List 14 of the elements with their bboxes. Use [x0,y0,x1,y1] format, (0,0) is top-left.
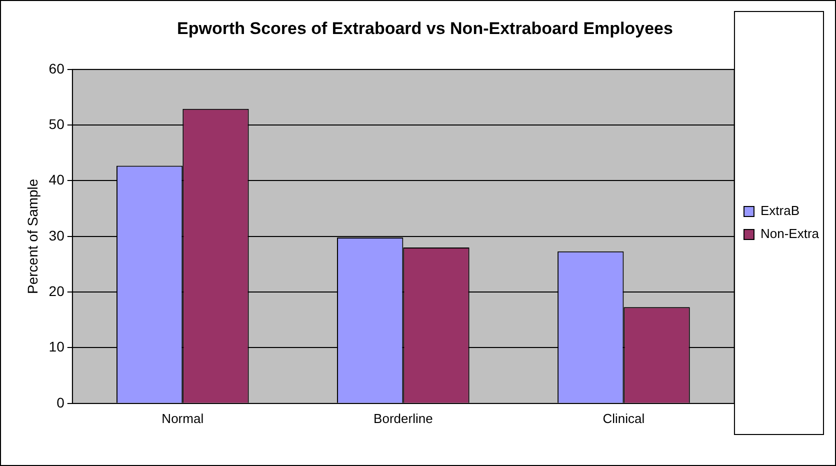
x-tick-label: Normal [162,410,204,426]
chart-title: Epworth Scores of Extraboard vs Non-Extraboard Employees [177,18,673,38]
legend-label: Non-Extra [760,226,820,242]
y-tick-label: 0 [56,394,65,410]
y-tick-label: 60 [48,60,65,76]
y-tick-label: 30 [48,227,65,244]
y-tick-label: 10 [48,338,65,355]
legend-label: ExtraB [760,203,800,218]
y-tick-label: 20 [48,282,65,299]
x-tick-label: Clinical [602,410,645,426]
y-tick-label: 50 [48,116,65,132]
y-axis-title: Percent of Sample [24,178,40,294]
x-tick-label: Borderline [374,410,433,426]
y-tick-label: 40 [48,172,65,188]
